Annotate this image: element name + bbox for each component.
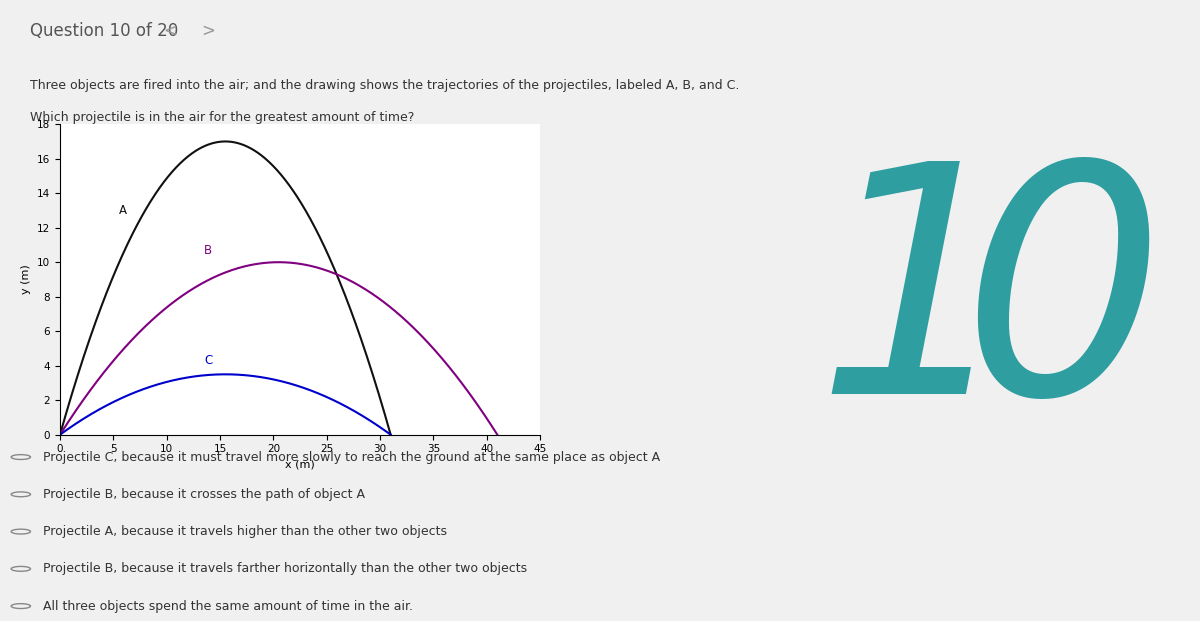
Text: Which projectile is in the air for the greatest amount of time?: Which projectile is in the air for the g… <box>30 111 414 124</box>
Text: Projectile C, because it must travel more slowly to reach the ground at the same: Projectile C, because it must travel mor… <box>43 451 660 463</box>
Text: C: C <box>204 354 212 367</box>
Text: 0: 0 <box>961 151 1165 461</box>
Y-axis label: y (m): y (m) <box>22 265 31 294</box>
Text: A: A <box>119 204 127 217</box>
Text: Projectile A, because it travels higher than the other two objects: Projectile A, because it travels higher … <box>43 525 448 538</box>
Text: B: B <box>204 243 212 256</box>
Text: <: < <box>163 22 178 40</box>
Text: >: > <box>200 22 215 40</box>
Text: 1: 1 <box>816 151 1019 461</box>
Text: Question 10 of 20: Question 10 of 20 <box>30 22 178 40</box>
X-axis label: x (m): x (m) <box>286 460 314 470</box>
Text: Projectile B, because it crosses the path of object A: Projectile B, because it crosses the pat… <box>43 488 365 501</box>
Text: Projectile B, because it travels farther horizontally than the other two objects: Projectile B, because it travels farther… <box>43 563 527 575</box>
Text: All three objects spend the same amount of time in the air.: All three objects spend the same amount … <box>43 600 413 612</box>
Text: Three objects are fired into the air; and the drawing shows the trajectories of : Three objects are fired into the air; an… <box>30 79 739 92</box>
